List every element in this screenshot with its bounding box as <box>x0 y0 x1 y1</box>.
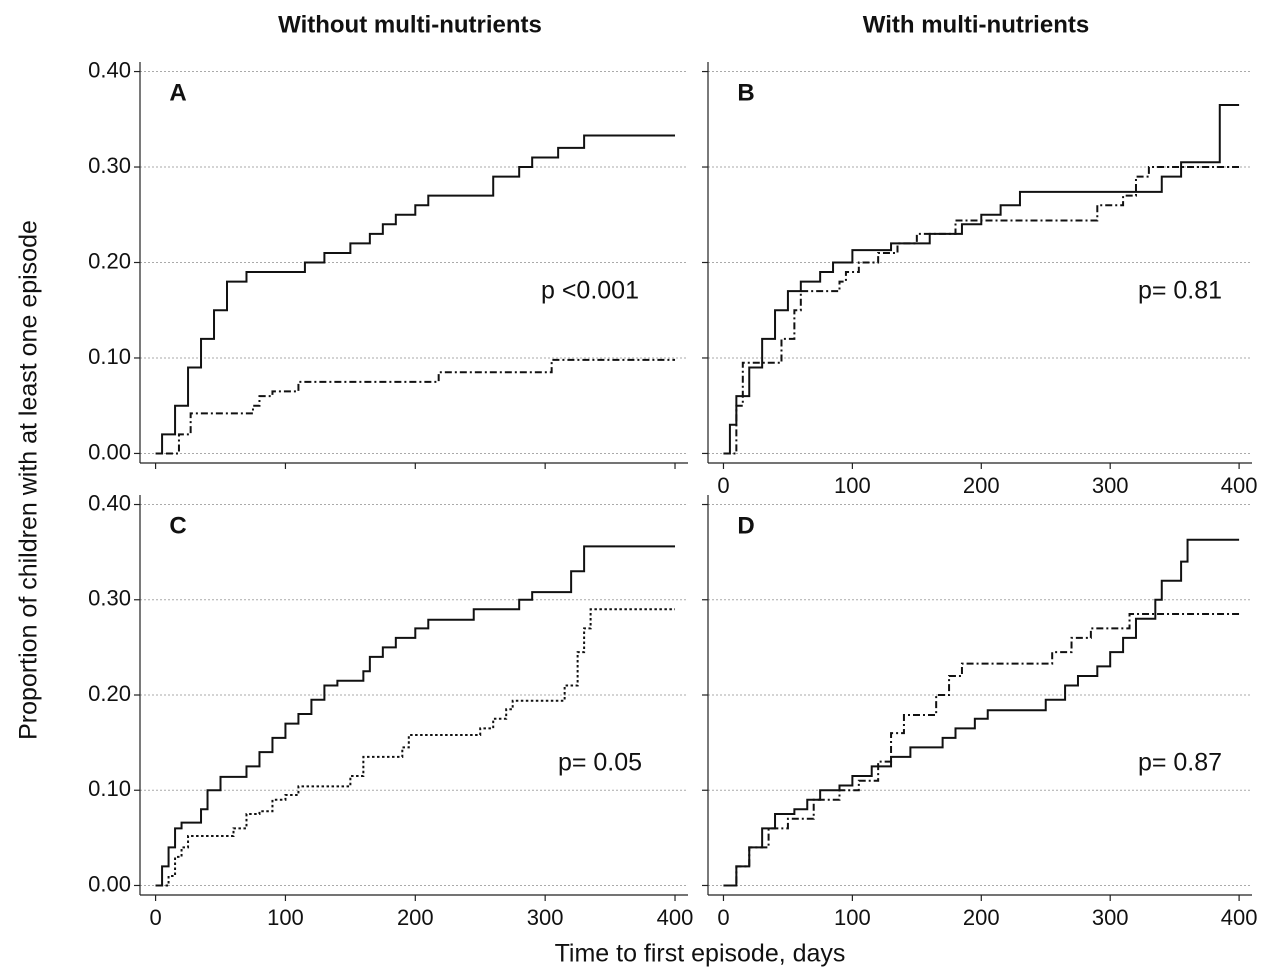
x-tick-label: 200 <box>397 905 434 930</box>
y-tick-label: 0.40 <box>88 490 131 515</box>
survival-curve <box>723 166 1240 455</box>
x-tick-label: 400 <box>1221 473 1258 498</box>
survival-curve <box>165 358 676 455</box>
y-tick-label: 0.10 <box>88 344 131 369</box>
x-tick-label: 300 <box>1092 473 1129 498</box>
y-tick-label: 0.30 <box>88 153 131 178</box>
survival-curve <box>723 613 1240 887</box>
survival-curve <box>155 545 676 887</box>
y-tick-label: 0.30 <box>88 586 131 611</box>
x-tick-label: 100 <box>834 905 871 930</box>
panel-label: C <box>169 512 186 539</box>
y-tick-label: 0.10 <box>88 776 131 801</box>
x-tick-label: 300 <box>527 905 564 930</box>
x-tick-label: 200 <box>963 905 1000 930</box>
annotation: p= 0.05 <box>558 749 642 777</box>
column-title: With multi-nutrients <box>863 11 1089 38</box>
annotation: p= 0.87 <box>1138 749 1222 777</box>
y-axis-title: Proportion of children with at least one… <box>15 220 43 740</box>
x-tick-label: 200 <box>963 473 1000 498</box>
survival-curve <box>723 538 1240 887</box>
annotation: p= 0.81 <box>1138 277 1222 305</box>
x-tick-label: 400 <box>1221 905 1258 930</box>
x-tick-label: 100 <box>267 905 304 930</box>
survival-curve <box>155 134 676 455</box>
panel-label: B <box>737 79 754 106</box>
y-tick-label: 0.20 <box>88 248 131 273</box>
panel-label: D <box>737 512 754 539</box>
x-tick-label: 0 <box>717 473 729 498</box>
survival-curve <box>723 103 1240 455</box>
x-axis-title: Time to first episode, days <box>555 940 846 968</box>
annotation: p <0.001 <box>541 277 639 305</box>
y-tick-label: 0.20 <box>88 681 131 706</box>
panel-label: A <box>169 79 186 106</box>
x-tick-label: 100 <box>834 473 871 498</box>
y-tick-label: 0.00 <box>88 439 131 464</box>
x-tick-label: 400 <box>657 905 694 930</box>
survival-curve <box>155 608 676 887</box>
x-tick-label: 300 <box>1092 905 1129 930</box>
x-tick-label: 0 <box>149 905 161 930</box>
y-tick-label: 0.00 <box>88 871 131 896</box>
x-tick-label: 0 <box>717 905 729 930</box>
y-tick-label: 0.40 <box>88 57 131 82</box>
column-title: Without multi-nutrients <box>278 11 542 38</box>
